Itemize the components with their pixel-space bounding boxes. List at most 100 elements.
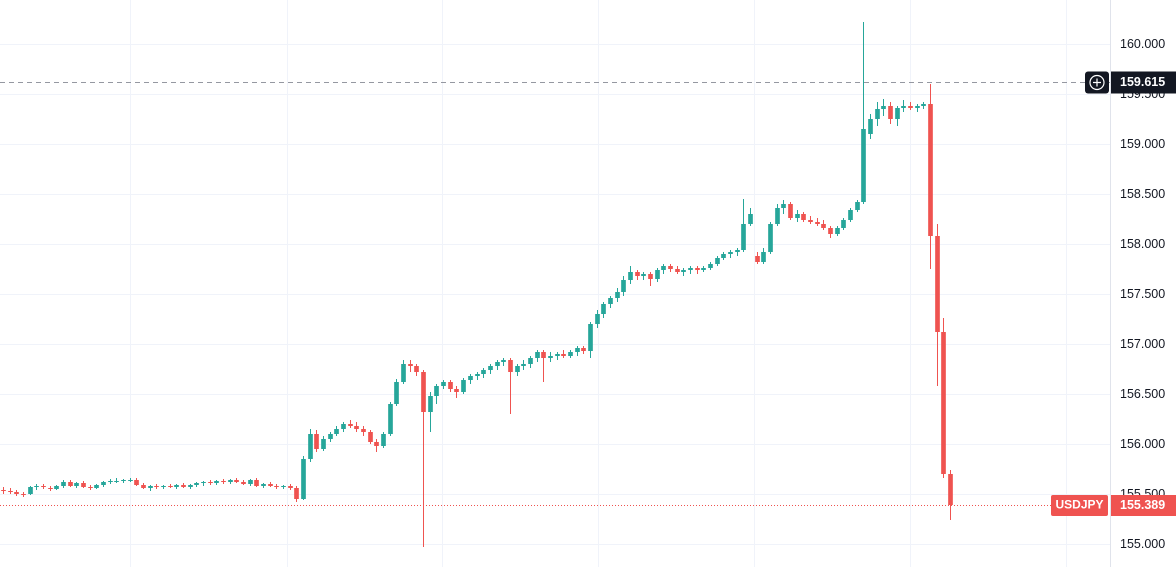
candle-body: [561, 354, 566, 356]
candle-body: [848, 210, 853, 220]
candle-body: [448, 382, 453, 389]
candle-body: [454, 389, 459, 392]
y-tick-label: 155.000: [1120, 537, 1165, 551]
candle-body: [381, 434, 386, 446]
candle-body: [294, 488, 299, 499]
candle-body: [94, 485, 99, 488]
candle-body: [428, 396, 433, 412]
y-tick-label: 157.000: [1120, 337, 1165, 351]
candle-body: [648, 274, 653, 279]
candle-body: [888, 106, 893, 119]
y-tick-label: 158.500: [1120, 187, 1165, 201]
candle-body: [334, 429, 339, 434]
candle-body: [181, 485, 186, 487]
candle-body: [141, 485, 146, 488]
candle-body: [808, 220, 813, 222]
candle-body: [74, 483, 79, 486]
y-tick-label: 157.500: [1120, 287, 1165, 301]
candle-body: [781, 204, 786, 208]
candle-body: [841, 220, 846, 228]
y-tick-label: 158.000: [1120, 237, 1165, 251]
candle-body: [174, 485, 179, 487]
candle-body: [101, 482, 106, 485]
candle-body: [735, 250, 740, 252]
candle-body: [901, 106, 906, 108]
candle-body: [201, 482, 206, 483]
candle-body: [768, 224, 773, 252]
crosshair-plus-cross: [1093, 78, 1101, 87]
candle-body: [88, 487, 93, 488]
candle-body: [414, 366, 419, 372]
candle-body: [148, 486, 153, 488]
candle-body: [548, 356, 553, 358]
candle-body: [741, 224, 746, 250]
candle-body: [354, 426, 359, 429]
candle-body: [708, 264, 713, 268]
candle-body: [541, 352, 546, 358]
candle-body: [114, 481, 119, 482]
candle-body: [434, 386, 439, 396]
candle-body: [815, 222, 820, 224]
candle-body: [728, 252, 733, 254]
candle-body: [328, 434, 333, 439]
candle-body: [28, 487, 33, 494]
candle-body: [401, 364, 406, 382]
candle-body: [188, 485, 193, 487]
candle-body: [61, 482, 66, 486]
candle-body: [615, 292, 620, 298]
candle-body: [695, 268, 700, 270]
candle-body: [234, 480, 239, 482]
candle-body: [555, 354, 560, 356]
candle-body: [468, 376, 473, 380]
candle-body: [121, 480, 126, 481]
candle-body: [675, 269, 680, 272]
candle-body: [795, 214, 800, 218]
candle-body: [948, 474, 953, 505]
candle-body: [608, 298, 613, 304]
candle-body: [628, 272, 633, 280]
y-tick-label: 156.000: [1120, 437, 1165, 451]
candle-body: [281, 486, 286, 487]
candle-body: [595, 314, 600, 324]
candle-body: [441, 382, 446, 386]
candle-body: [408, 364, 413, 366]
candle-body: [48, 488, 53, 489]
candle-body: [314, 434, 319, 449]
candle-body: [495, 362, 500, 366]
candle-body: [308, 434, 313, 459]
candle-body: [661, 266, 666, 270]
symbol-label-bg: [1051, 495, 1108, 516]
candle-body: [481, 370, 486, 374]
candle-body: [14, 492, 19, 494]
candle-body: [701, 268, 706, 270]
y-tick-label: 160.000: [1120, 37, 1165, 51]
last-price-label-bg: [1111, 495, 1176, 516]
candle-body: [748, 214, 753, 224]
candle-body: [915, 106, 920, 108]
candle-body: [388, 404, 393, 434]
y-tick-label: 159.000: [1120, 137, 1165, 151]
candle-body: [581, 348, 586, 351]
candle-body: [301, 459, 306, 499]
candle-body: [601, 304, 606, 314]
candle-body: [194, 483, 199, 485]
candle-body: [861, 129, 866, 202]
candle-body: [128, 480, 133, 481]
y-tick-label: 156.500: [1120, 387, 1165, 401]
candle-body: [681, 270, 686, 272]
candle-body: [568, 352, 573, 356]
candle-body: [108, 481, 113, 482]
candle-body: [208, 482, 213, 483]
candle-body: [515, 366, 520, 372]
candle-body: [828, 228, 833, 234]
candle-body: [261, 484, 266, 486]
candle-body: [501, 360, 506, 362]
candle-body: [535, 352, 540, 358]
candle-body: [394, 382, 399, 404]
candle-body: [941, 332, 946, 474]
candles: [1, 22, 953, 547]
candle-body: [21, 494, 26, 495]
candle-body: [274, 486, 279, 487]
